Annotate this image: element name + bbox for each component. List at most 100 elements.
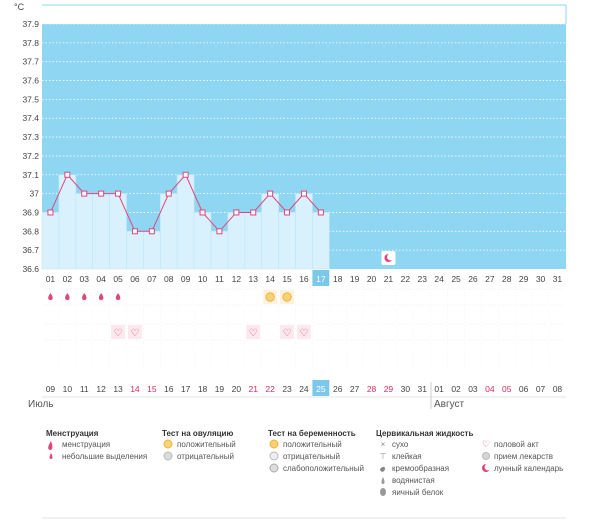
temperature-bar — [109, 193, 127, 270]
cycle-day-label: 04 — [96, 274, 106, 284]
y-tick-label: 37.5 — [22, 94, 39, 104]
cycle-day-label: 20 — [367, 274, 377, 284]
legend-pregnancy-title: Тест на беременность — [268, 429, 356, 438]
menstruation-icon — [82, 293, 87, 300]
heart-icon: ♡ — [482, 439, 490, 449]
y-tick-label: 37 — [30, 189, 40, 199]
cycle-day-label: 01 — [46, 274, 56, 284]
calendar-date: 23 — [282, 384, 292, 394]
calendar-date: 28 — [367, 384, 377, 394]
calendar-date: 07 — [536, 384, 546, 394]
y-tick-label: 37.4 — [22, 113, 39, 123]
marker-grid — [44, 288, 564, 372]
heart-cell — [296, 325, 311, 339]
dry-icon: × — [381, 440, 386, 449]
y-tick-label: 36.7 — [22, 245, 39, 255]
menstruation-icon — [98, 293, 104, 300]
legend-medication: прием лекарств — [494, 452, 553, 461]
calendar-dates: 09 10 11 12 13 14 15 16 17 18 19 20 21 22 23 24 25 26 27 28… — [46, 380, 562, 396]
calendar-date: 26 — [333, 384, 343, 394]
y-tick-label: 36.9 — [22, 207, 39, 217]
temperature-point — [64, 171, 71, 178]
cycle-day-label: 24 — [434, 274, 444, 284]
month-august: Август — [434, 399, 465, 410]
legend-pregnancy-weak: слабоположительный — [283, 464, 364, 473]
heart-cell — [280, 325, 295, 339]
cycle-day-label: 23 — [418, 274, 428, 284]
legend-ovulation-negative: отрицательный — [177, 452, 234, 461]
cycle-day-label: 15 — [282, 274, 292, 284]
calendar-date: 22 — [265, 384, 275, 394]
temperature-bar — [244, 212, 263, 270]
legend: Менструация менструация небольшие выделе… — [46, 429, 563, 497]
calendar-date: 31 — [418, 384, 428, 394]
temperature-point — [250, 209, 257, 216]
spotting-icon — [49, 453, 53, 459]
cycle-day-label: 30 — [536, 274, 546, 284]
today-highlight — [312, 270, 330, 286]
temperature-bar — [126, 231, 144, 270]
temperature-bar — [92, 193, 110, 270]
calendar-date: 25 — [316, 384, 326, 394]
ovulation-positive-icon — [282, 292, 292, 302]
temperature-line — [47, 171, 396, 265]
legend-intercourse: половой акт — [494, 440, 539, 449]
calendar-date: 27 — [350, 384, 360, 394]
calendar-date: 14 — [130, 384, 140, 394]
calendar-date: 13 — [113, 384, 123, 394]
temperature-bar — [193, 212, 212, 270]
y-tick-label: 36.8 — [22, 226, 39, 236]
temperature-point — [47, 209, 54, 216]
heart-cell — [127, 325, 142, 339]
cycle-day-label: 12 — [232, 274, 242, 284]
y-tick-label: 37.1 — [22, 170, 39, 180]
cycle-day-label: 07 — [147, 274, 157, 284]
calendar-date: 03 — [468, 384, 478, 394]
legend-pregnancy-positive: положительный — [283, 440, 342, 449]
calendar-date: 09 — [46, 384, 56, 394]
y-tick-label: 37.8 — [22, 38, 39, 48]
ovulation-positive-icon — [163, 439, 173, 449]
temperature-point — [81, 190, 88, 197]
calendar-date: 24 — [299, 384, 309, 394]
today-date-highlight — [312, 380, 330, 396]
heart-icon: ♡ — [114, 328, 123, 339]
temperature-bar — [227, 212, 246, 270]
ovulation-negative-icon — [163, 451, 173, 461]
cycle-day-label: 03 — [80, 274, 90, 284]
temperature-bars — [41, 174, 330, 270]
legend-ovulation-positive: положительный — [177, 440, 236, 449]
calendar-date: 01 — [434, 384, 444, 394]
cycle-day-label: 02 — [63, 274, 73, 284]
cycle-day-label: 16 — [299, 274, 309, 284]
calendar-date: 17 — [181, 384, 191, 394]
sticky-icon: ⊤ — [380, 452, 387, 461]
cycle-day-label: 21 — [384, 274, 394, 284]
temperature-bar — [278, 212, 296, 270]
temperature-point — [199, 209, 206, 216]
cycle-day-label: 19 — [350, 274, 360, 284]
pregnancy-positive-icon — [269, 439, 279, 449]
temperature-bar — [210, 231, 229, 270]
temperature-point — [216, 228, 223, 235]
temperature-bar — [261, 193, 279, 270]
y-tick-label: 37.9 — [22, 19, 39, 29]
calendar-date: 29 — [384, 384, 394, 394]
watery-icon — [381, 477, 385, 484]
cycle-day-label: 13 — [249, 274, 259, 284]
temperature-point — [317, 209, 324, 216]
cycle-day-label: 17 — [316, 274, 326, 284]
cycle-day-label: 14 — [265, 274, 275, 284]
cycle-day-label: 29 — [519, 274, 529, 284]
temperature-point — [300, 190, 307, 197]
temperature-point — [233, 209, 240, 216]
y-tick-label: 37.2 — [22, 151, 39, 161]
calendar-date: 02 — [451, 384, 461, 394]
heart-icon: ♡ — [249, 328, 258, 339]
calendar-date: 20 — [232, 384, 242, 394]
legend-cervical-eggwhite: яичный белок — [392, 488, 444, 497]
temperature-bar — [295, 193, 313, 270]
cycle-day-label: 08 — [164, 274, 174, 284]
legend-menstruation-item: менструация — [62, 440, 110, 449]
temperature-point — [115, 190, 122, 197]
